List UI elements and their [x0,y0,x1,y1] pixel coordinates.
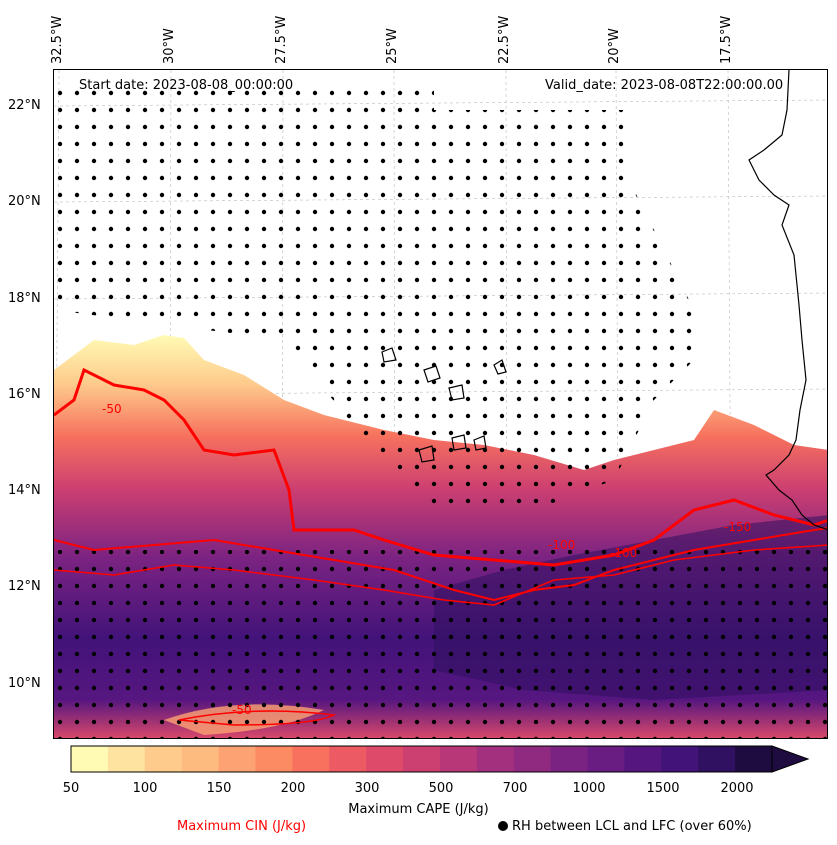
lat-label-20n: 20°N [8,194,41,209]
colorbar-cell [550,746,589,772]
cb-tick-200: 200 [280,781,306,796]
colorbar-cell [661,746,699,772]
cin-label-minus100-b: -100 [610,546,638,560]
cb-tick-100: 100 [132,781,158,796]
colorbar-cell [403,746,441,772]
colorbar-cell [587,746,625,772]
map-panel: -50 -50 -100 -100 -150 [53,69,828,739]
colorbar-cell [255,746,293,772]
cin-label-minus50-south: -50 [232,703,252,717]
lat-label-12n: 12°N [8,579,41,594]
colorbar-cell [144,746,183,772]
cin-contours [54,367,827,726]
lon-label-25w: 25°W [385,28,400,64]
cin-label-minus50-north: -50 [102,402,122,416]
cb-tick-150: 150 [206,781,232,796]
colorbar-cell [513,746,552,772]
colorbar-label: Maximum CAPE (J/kg) [348,802,489,817]
cb-tick-700: 700 [502,781,528,796]
cb-tick-1000: 1000 [572,781,606,796]
cb-tick-2000: 2000 [720,781,754,796]
colorbar-cell [735,746,773,772]
cin-legend-label: Maximum CIN (J/kg) [177,819,307,834]
map-canvas [54,70,827,738]
lon-label-20w: 20°W [607,28,622,64]
colorbar-cell [218,746,256,772]
lat-label-14n: 14°N [8,483,41,498]
colorbar-cell [181,746,220,772]
cb-tick-500: 500 [428,781,454,796]
colorbar-cell [698,746,736,772]
colorbar-cell [107,746,146,772]
colorbar-extend-arrow [771,745,810,773]
colorbar [70,745,810,773]
colorbar-cell [476,746,515,772]
rh-legend-label: RH between LCL and LFC (over 60%) [512,819,752,834]
start-date-text: Start date: 2023-08-08_00:00:00 [79,78,294,93]
lat-label-22n: 22°N [8,98,41,113]
cb-tick-300: 300 [354,781,380,796]
colorbar-border [70,745,773,773]
cb-tick-1500: 1500 [646,781,680,796]
colorbar-cell [366,746,404,772]
coastline [381,70,827,530]
lon-label-22-5w: 22.5°W [497,15,512,64]
lat-label-10n: 10°N [8,676,41,691]
lon-label-17-5w: 17.5°W [719,15,734,64]
colorbar-cell [329,746,367,772]
lat-label-18n: 18°N [8,291,41,306]
rh-dots-south [54,550,827,738]
colorbar-cell [624,746,662,772]
cin-label-minus100-a: -100 [548,538,576,552]
colorbar-cell [71,746,109,772]
lat-label-16n: 16°N [8,387,41,402]
valid-date-text: Valid_date: 2023-08-08T22:00:00.00 [545,78,784,93]
lon-label-27-5w: 27.5°W [274,15,289,64]
rh-legend: RH between LCL and LFC (over 60%) [498,819,752,834]
rh-dot-icon [498,821,508,831]
colorbar-cell [292,746,330,772]
lon-label-30w: 30°W [162,28,177,64]
cin-label-minus150: -150 [724,520,752,534]
cb-tick-50: 50 [62,781,80,796]
lon-label-32-5w: 32.5°W [50,15,65,64]
colorbar-cell [439,746,478,772]
